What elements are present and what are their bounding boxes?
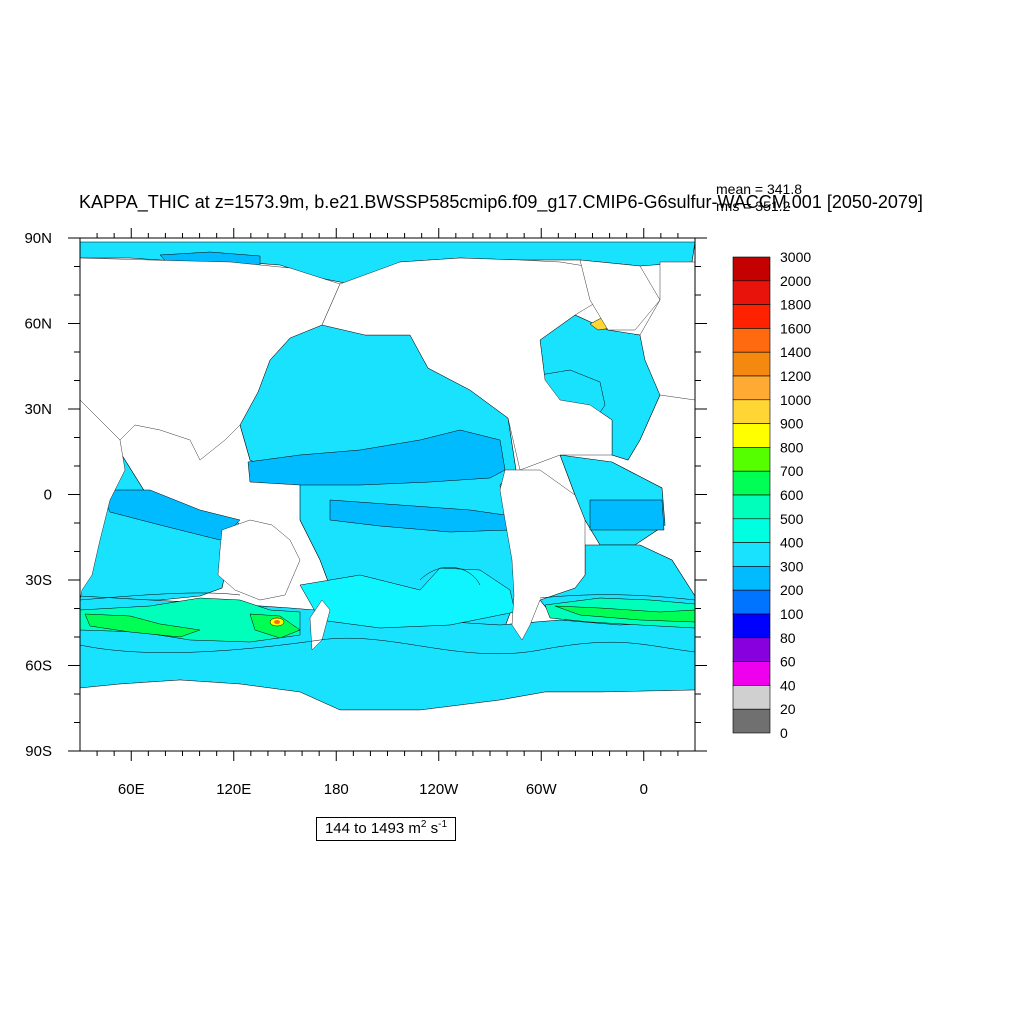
colorbar-swatch: [732, 328, 771, 353]
colorbar-swatch: [732, 637, 771, 662]
new-zealand-land: [309, 599, 331, 651]
atlantic-equatorial-band: [589, 499, 665, 531]
acc-green-atlantic: [554, 605, 695, 623]
land-masses: [80, 257, 695, 751]
colorbar-swatch: [732, 494, 771, 520]
north-america-land: [321, 257, 613, 471]
colorbar-swatch: [732, 423, 771, 448]
contour-line: [80, 637, 695, 655]
colorbar-swatch: [732, 589, 771, 615]
antarctica-land: [80, 679, 695, 751]
colorbar-swatch: [732, 685, 771, 710]
y-axis-tick-labels: 90N 60N 30N 0 30S 60S 90S: [24, 230, 52, 760]
mean-stat: mean = 341.8: [716, 181, 802, 197]
contour-line: [80, 592, 241, 601]
colorbar-label: 0: [780, 725, 788, 741]
contour-line: [419, 567, 481, 586]
colorbar-swatch: [732, 708, 771, 734]
colorbar-swatch: [732, 256, 771, 282]
x-tick-label: 0: [640, 781, 648, 798]
colorbar-label: 40: [780, 677, 796, 693]
colorbar-label: 200: [780, 582, 804, 598]
colorbar-label: 1400: [780, 344, 811, 360]
y-tick-label: 0: [44, 487, 52, 504]
colorbar-label: 1800: [780, 297, 811, 313]
range-prefix: 144 to 1493 m: [324, 820, 421, 837]
eurasia-land: [80, 257, 341, 461]
colorbar-label: 300: [780, 558, 804, 574]
value-range-box: 144 to 1493 m2 s-1: [316, 817, 456, 841]
colorbar-swatch: [732, 304, 771, 329]
x-tick-label: 60E: [118, 781, 145, 798]
colorbar-label: 3000: [780, 249, 811, 265]
tasman-hotspot-core: [274, 620, 280, 624]
y-tick-label: 30S: [25, 572, 52, 589]
contour-line: [539, 594, 695, 601]
colorbar-label: 60: [780, 654, 796, 670]
rms-stat: rms = 351.2: [716, 198, 791, 214]
australia-land: [217, 519, 301, 601]
colorbar-label: 1000: [780, 392, 811, 408]
colorbar-swatch: [732, 566, 771, 591]
colorbar-label: 400: [780, 535, 804, 551]
colorbar-swatch: [732, 542, 771, 567]
colorbar-swatch: [732, 375, 771, 401]
range-exp1: 2: [420, 819, 427, 830]
acc-green-indian: [84, 613, 201, 638]
colorbar-label: 1200: [780, 368, 811, 384]
colorbar-swatch: [732, 351, 771, 377]
minor-ticks: [68, 228, 707, 761]
colorbar-label: 800: [780, 439, 804, 455]
colorbar-swatch: [732, 518, 771, 543]
colorbar-label: 2000: [780, 273, 811, 289]
y-tick-label: 60N: [24, 316, 52, 333]
colorbar-label: 900: [780, 416, 804, 432]
colorbar-label: 600: [780, 487, 804, 503]
x-tick-label: 120E: [216, 781, 251, 798]
eurasia-east-land: [639, 261, 695, 401]
colorbar-label: 80: [780, 630, 796, 646]
colorbar-label: 700: [780, 463, 804, 479]
x-tick-label: 180: [324, 781, 349, 798]
y-tick-label: 90N: [24, 230, 52, 247]
map-field: [80, 238, 695, 751]
colorbar: 3000200018001600140012001000900800700600…: [732, 249, 811, 741]
colorbar-swatch: [732, 613, 771, 639]
south-america-land: [499, 469, 586, 641]
y-tick-label: 90S: [25, 743, 52, 760]
colorbar-swatch: [732, 470, 771, 496]
colorbar-label: 500: [780, 511, 804, 527]
colorbar-swatch: [732, 661, 771, 686]
chart-title: KAPPA_THIC at z=1573.9m, b.e21.BWSSP585c…: [79, 192, 923, 213]
colorbar-swatch: [732, 399, 771, 424]
colorbar-label: 100: [780, 606, 804, 622]
range-exp2: -1: [438, 819, 448, 830]
pacific-central-south: [299, 567, 516, 629]
x-tick-label: 60W: [526, 781, 558, 798]
x-axis-tick-labels: 60E 120E 180 120W 60W 0: [118, 781, 648, 798]
colorbar-label: 20: [780, 701, 796, 717]
range-mid: s: [426, 820, 439, 837]
greenland-land: [579, 259, 661, 331]
x-tick-label: 120W: [419, 781, 459, 798]
colorbar-label: 1600: [780, 320, 811, 336]
colorbar-swatch: [732, 280, 771, 305]
contour-lines: [80, 567, 695, 655]
y-tick-label: 60S: [25, 658, 52, 675]
colorbar-swatch: [732, 447, 771, 472]
y-tick-label: 30N: [24, 401, 52, 418]
